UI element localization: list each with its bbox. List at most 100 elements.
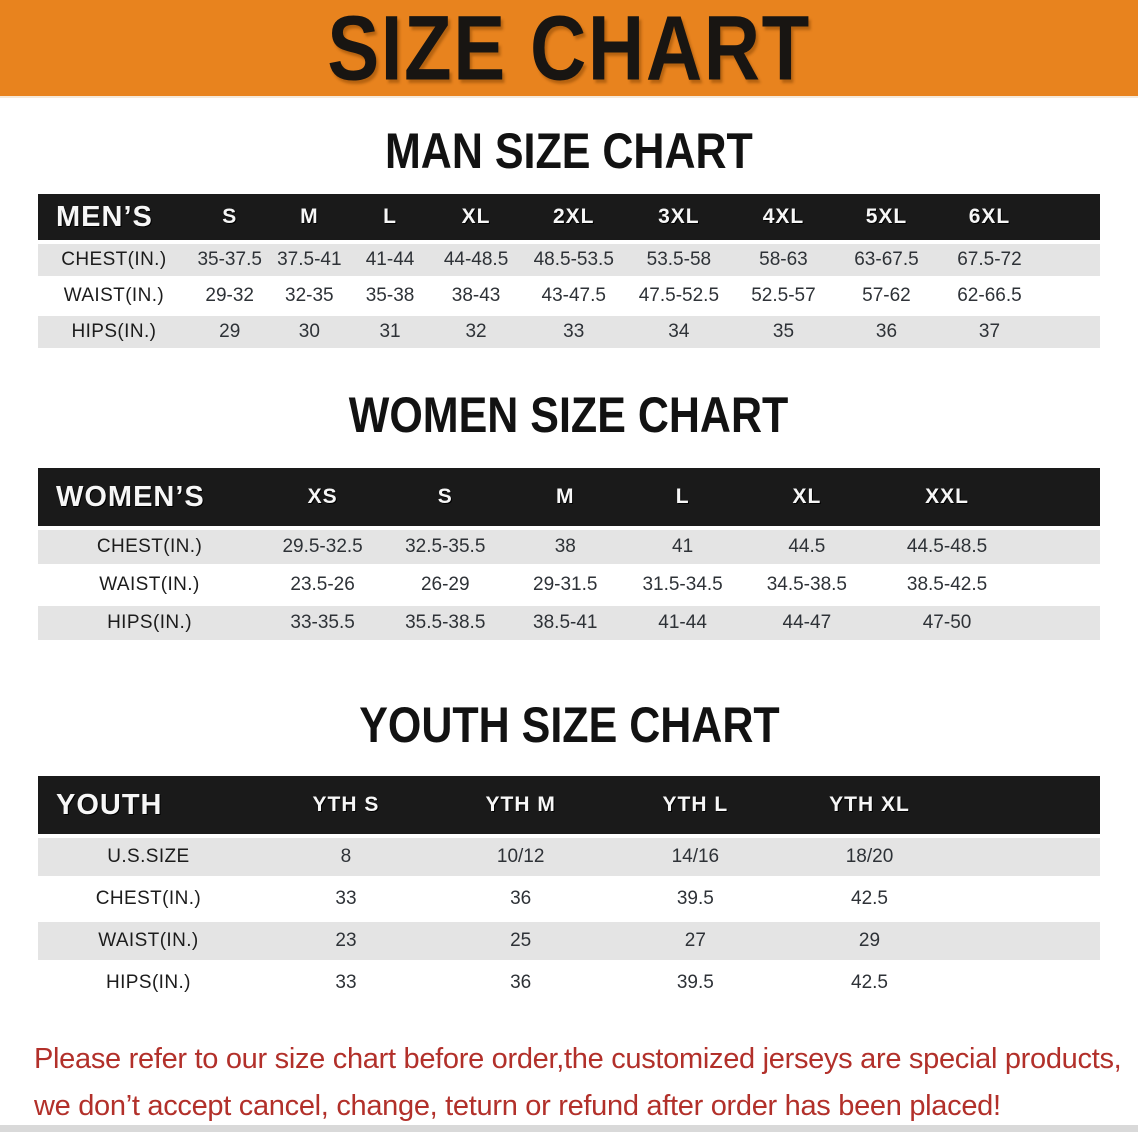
size-value: 27 (684, 930, 706, 951)
size-value: 47-50 (922, 612, 972, 633)
size-value: 37 (978, 321, 1001, 342)
size-value: 29 (858, 930, 881, 951)
row-label: HIPS(IN.) (107, 612, 192, 633)
youth-size-table: YOUTH YTH S YTH M YTH L YTH XL U.S.SIZE 8 10/12… (38, 772, 1100, 1006)
size-column-header: M (506, 468, 625, 526)
size-value: 41 (672, 536, 694, 557)
men-section: MAN SIZE CHART MEN’S S M L XL 2XL 3XL 4XL 5XL 6XL… (0, 122, 1138, 352)
size-value: 37.5-41 (277, 249, 342, 270)
size-column-header: S (384, 468, 507, 526)
size-value: 48.5-53.5 (533, 249, 614, 270)
row-filler-cell (1042, 280, 1101, 312)
size-value: 8 (340, 846, 352, 867)
size-value: 30 (298, 321, 320, 342)
order-notice: Please refer to our size chart before or… (0, 1036, 1138, 1130)
size-value: 38.5-42.5 (906, 574, 988, 595)
size-value: 33 (335, 888, 357, 909)
size-column-header: L (349, 194, 431, 240)
size-value: 41-44 (658, 612, 707, 633)
banner-title: SIZE CHART (327, 0, 811, 100)
size-value: 10/12 (496, 846, 545, 867)
size-value: 34 (668, 321, 690, 342)
size-value: 35 (772, 321, 795, 342)
size-value: 47.5-52.5 (638, 285, 720, 306)
size-value: 32 (465, 321, 487, 342)
size-value: 42.5 (851, 972, 888, 993)
size-value: 29.5-32.5 (282, 536, 363, 557)
size-column-header: 4XL (731, 194, 836, 240)
header-filler-cell (1021, 468, 1100, 526)
size-value: 41-44 (365, 249, 415, 270)
size-value: 14/16 (671, 846, 720, 867)
size-value: 38-43 (451, 285, 501, 306)
size-value: 62-66.5 (957, 285, 1022, 306)
row-filler-cell (957, 922, 1100, 960)
size-value: 25 (510, 930, 532, 951)
size-column-header: 6XL (937, 194, 1042, 240)
row-filler-cell (957, 880, 1100, 918)
size-value: 53.5-58 (646, 249, 712, 270)
size-value: 39.5 (676, 888, 714, 909)
row-label: WAIST(IN.) (63, 285, 165, 306)
table-header-row: WOMEN’S XS S M L XL XXL (38, 468, 1100, 526)
size-value: 44-48.5 (443, 249, 509, 270)
size-value: 52.5-57 (751, 285, 816, 306)
size-value: 39.5 (676, 972, 714, 993)
size-value: 32-35 (285, 285, 334, 306)
table-header-row: MEN’S S M L XL 2XL 3XL 4XL 5XL 6XL (38, 194, 1100, 240)
size-value: 29-32 (205, 285, 254, 306)
size-column-header: 2XL (521, 194, 627, 240)
size-value: 18/20 (845, 846, 894, 867)
row-label: CHEST(IN.) (95, 888, 202, 909)
size-column-header: XL (741, 468, 873, 526)
row-label: CHEST(IN.) (96, 536, 203, 557)
row-label: HIPS(IN.) (106, 972, 191, 993)
size-value: 33-35.5 (290, 612, 355, 633)
size-column-header: YTH S (258, 776, 434, 834)
size-column-header: L (624, 468, 742, 526)
size-column-header: YTH M (433, 776, 609, 834)
size-value: 43-47.5 (541, 285, 606, 306)
table-row: CHEST(IN.) 35-37.5 37.5-41 41-44 44-48.5 48.5… (38, 244, 1100, 276)
size-value: 57-62 (862, 285, 911, 306)
size-column-header: YTH L (608, 776, 783, 834)
size-value: 34.5-38.5 (766, 574, 847, 595)
row-filler-cell (1021, 530, 1100, 564)
table-row: WAIST(IN.) 23.5-26 26-29 29-31.5 31.5-34.5 34… (38, 568, 1100, 602)
table-row: WAIST(IN.) 29-32 32-35 35-38 38-43 43-47.5 47.… (38, 280, 1100, 312)
size-value: 38.5-41 (533, 612, 598, 633)
header-filler-cell (1041, 194, 1100, 240)
row-filler-cell (1021, 606, 1100, 640)
men-section-title: MAN SIZE CHART (0, 122, 1138, 180)
table-row: U.S.SIZE 8 10/12 14/16 18/20 (38, 838, 1100, 876)
size-value: 33 (563, 321, 585, 342)
table-title-cell: YOUTH (38, 776, 259, 834)
youth-section-title: YOUTH SIZE CHART (0, 696, 1138, 754)
header-filler-cell (956, 776, 1100, 834)
size-value: 42.5 (851, 888, 888, 909)
row-filler-cell (1042, 316, 1101, 348)
size-column-header: M (269, 194, 350, 240)
row-label: WAIST(IN.) (98, 930, 199, 951)
size-value: 23.5-26 (290, 574, 355, 595)
women-section: WOMEN SIZE CHART WOMEN’S XS S M L XL XXL CHEST(… (0, 386, 1138, 644)
size-column-header: XL (430, 194, 522, 240)
table-header-row: YOUTH YTH S YTH M YTH L YTH XL (38, 776, 1100, 834)
size-value: 35-37.5 (197, 249, 262, 270)
women-section-title-text: WOMEN SIZE CHART (349, 387, 789, 443)
notice-line-1: Please refer to our size chart before or… (34, 1043, 1122, 1075)
youth-section-title-text: YOUTH SIZE CHART (358, 697, 780, 753)
table-row: HIPS(IN.) 33-35.5 35.5-38.5 38.5-41 41-44 44-… (38, 606, 1100, 640)
size-value: 35.5-38.5 (405, 612, 486, 633)
row-label: HIPS(IN.) (71, 321, 157, 342)
row-filler-cell (957, 964, 1100, 1002)
row-label: CHEST(IN.) (61, 249, 167, 270)
table-row: HIPS(IN.) 29 30 31 32 33 34 35 36 37 (38, 316, 1100, 348)
size-value: 44-47 (782, 612, 832, 633)
notice-line-2: we don’t accept cancel, change, teturn o… (34, 1090, 1001, 1122)
banner: SIZE CHART (0, 0, 1138, 98)
size-value: 31 (379, 321, 401, 342)
size-value: 36 (510, 888, 532, 909)
size-value: 67.5-72 (957, 249, 1022, 270)
